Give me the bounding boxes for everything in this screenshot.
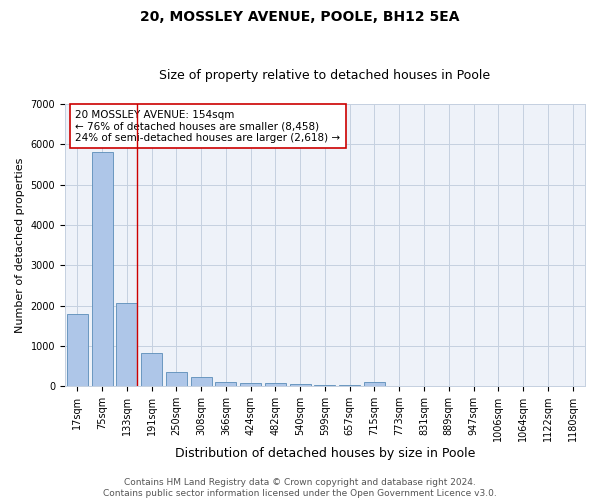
Bar bbox=[67, 314, 88, 386]
X-axis label: Distribution of detached houses by size in Poole: Distribution of detached houses by size … bbox=[175, 447, 475, 460]
Bar bbox=[265, 384, 286, 386]
Text: Contains HM Land Registry data © Crown copyright and database right 2024.
Contai: Contains HM Land Registry data © Crown c… bbox=[103, 478, 497, 498]
Bar bbox=[116, 303, 137, 386]
Bar bbox=[364, 382, 385, 386]
Bar bbox=[290, 384, 311, 386]
Bar bbox=[215, 382, 236, 386]
Bar bbox=[166, 372, 187, 386]
Text: 20, MOSSLEY AVENUE, POOLE, BH12 5EA: 20, MOSSLEY AVENUE, POOLE, BH12 5EA bbox=[140, 10, 460, 24]
Y-axis label: Number of detached properties: Number of detached properties bbox=[15, 158, 25, 333]
Bar bbox=[92, 152, 113, 386]
Text: 20 MOSSLEY AVENUE: 154sqm
← 76% of detached houses are smaller (8,458)
24% of se: 20 MOSSLEY AVENUE: 154sqm ← 76% of detac… bbox=[76, 110, 340, 143]
Bar bbox=[339, 385, 360, 386]
Bar bbox=[191, 378, 212, 386]
Bar bbox=[141, 353, 162, 386]
Bar bbox=[314, 384, 335, 386]
Bar bbox=[240, 382, 261, 386]
Title: Size of property relative to detached houses in Poole: Size of property relative to detached ho… bbox=[160, 69, 491, 82]
